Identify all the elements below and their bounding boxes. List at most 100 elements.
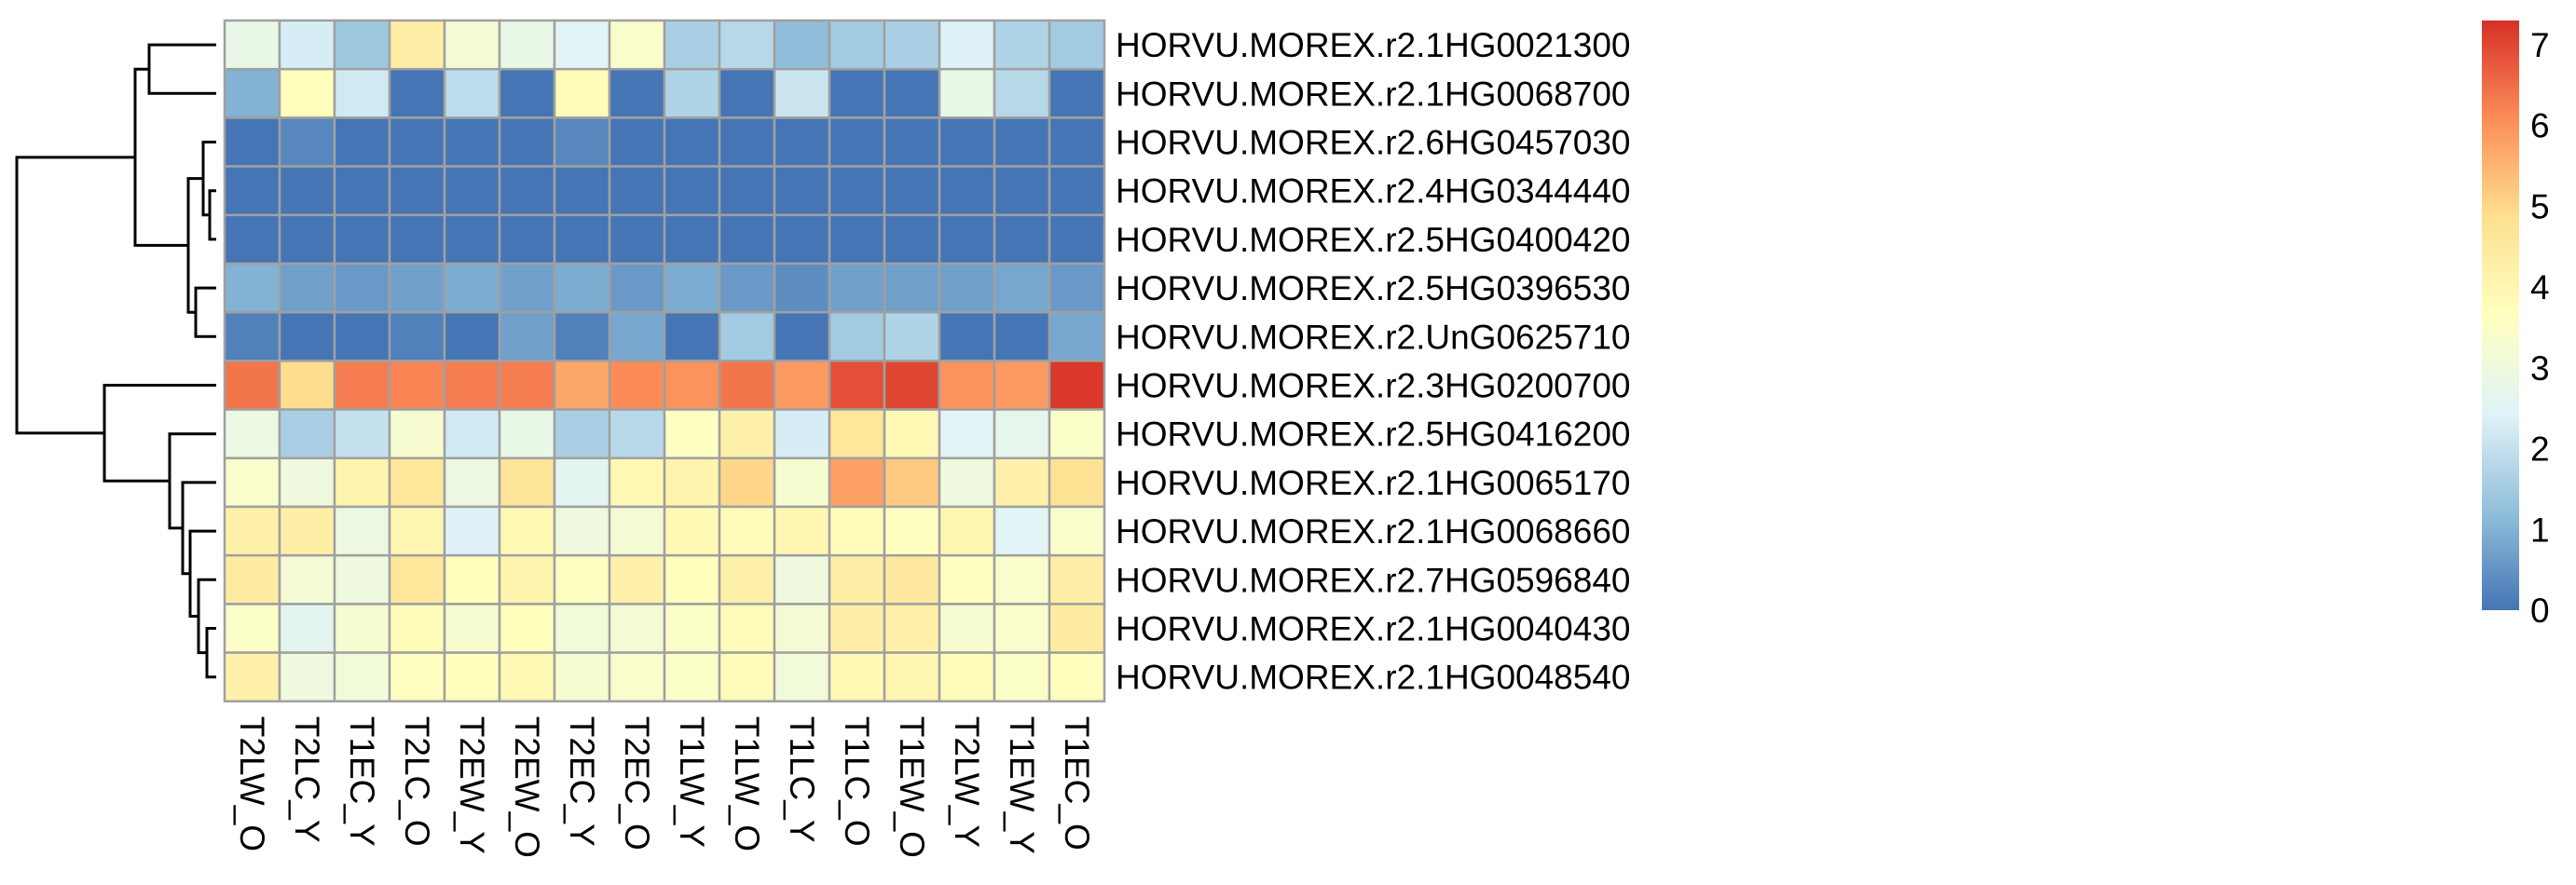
- heatmap-cell: [883, 262, 941, 314]
- heatmap-cell: [883, 408, 941, 460]
- heatmap-cell: [388, 456, 446, 509]
- heatmap-cell: [608, 553, 666, 606]
- heatmap-cell: [718, 456, 776, 509]
- heatmap-cell: [1048, 19, 1106, 71]
- heatmap-cell: [663, 19, 721, 71]
- heatmap-cell: [608, 651, 666, 703]
- heatmap-cell: [333, 651, 391, 703]
- heatmap-cell: [223, 456, 281, 509]
- heatmap-cell: [498, 603, 556, 654]
- heatmap-cell: [993, 505, 1051, 557]
- column-labels: T2LW_O T2LC_Y T1EC_Y T2LC_O T2EW_Y T2EW_O T2EC…: [233, 716, 1096, 858]
- heatmap-cell: [1048, 67, 1106, 119]
- heatmap-cell: [773, 19, 831, 71]
- column-label: T2EC_O: [618, 716, 656, 851]
- heatmap-cell: [1048, 262, 1106, 314]
- heatmap-cell: [773, 360, 831, 411]
- heatmap-cell: [223, 553, 281, 606]
- heatmap-cell: [278, 553, 336, 606]
- row-label: HORVU.MOREX.r2.5HG0396530: [1116, 269, 1631, 307]
- column-label: T1EC_Y: [343, 716, 381, 847]
- heatmap-cell: [498, 456, 556, 509]
- heatmap-cell: [1048, 116, 1106, 168]
- heatmap-cell: [993, 262, 1051, 314]
- heatmap-cell: [883, 165, 941, 217]
- heatmap-cell: [773, 408, 831, 460]
- heatmap-cell: [663, 603, 721, 654]
- heatmap-cell: [388, 262, 446, 314]
- heatmap-cell: [938, 408, 996, 460]
- heatmap-cell: [553, 408, 611, 460]
- heatmap-cell: [1048, 310, 1106, 362]
- heatmap-cell: [883, 116, 941, 168]
- heatmap-cell: [553, 651, 611, 703]
- heatmap-cell: [333, 310, 391, 362]
- column-label: T2LC_O: [398, 716, 436, 847]
- heatmap-cell: [608, 19, 666, 71]
- heatmap-cell: [278, 603, 336, 654]
- heatmap-cell: [828, 165, 886, 217]
- heatmap-cell: [333, 360, 391, 411]
- heatmap-cell: [938, 116, 996, 168]
- heatmap-cell: [938, 651, 996, 703]
- heatmap-cell: [498, 408, 556, 460]
- heatmap-cell: [388, 360, 446, 411]
- row-label: HORVU.MOREX.r2.5HG0416200: [1116, 415, 1631, 454]
- heatmap-cell: [223, 651, 281, 703]
- heatmap-cell: [498, 67, 556, 119]
- row-label: HORVU.MOREX.r2.1HG0021300: [1116, 26, 1631, 64]
- heatmap-cell: [993, 213, 1051, 266]
- heatmap-cell: [938, 165, 996, 217]
- column-label: T2LW_O: [233, 716, 271, 851]
- column-label: T2LC_Y: [288, 716, 326, 843]
- heatmap-cell: [333, 456, 391, 509]
- heatmap-cell: [608, 165, 666, 217]
- heatmap-cell: [1048, 165, 1106, 217]
- heatmap-cell: [388, 116, 446, 168]
- row-label: HORVU.MOREX.r2.4HG0344440: [1116, 172, 1631, 211]
- heatmap-cell: [993, 360, 1051, 411]
- row-labels: HORVU.MOREX.r2.1HG0021300 HORVU.MOREX.r2.…: [1116, 26, 1631, 697]
- heatmap-cell: [498, 213, 556, 266]
- row-dendrogram: [15, 43, 216, 679]
- column-label: T1LC_Y: [783, 716, 821, 843]
- legend-tick-label: 6: [2530, 107, 2550, 145]
- heatmap-cell: [938, 360, 996, 411]
- heatmap-cell: [938, 262, 996, 314]
- heatmap-cell: [223, 165, 281, 217]
- heatmap-cell: [718, 67, 776, 119]
- heatmap-cell: [498, 553, 556, 606]
- heatmap-cell: [1048, 408, 1106, 460]
- column-label: T1EW_Y: [1003, 716, 1041, 854]
- heatmap-cell: [663, 67, 721, 119]
- heatmap-cell: [718, 165, 776, 217]
- heatmap-cell: [443, 165, 501, 217]
- heatmap-cell: [883, 456, 941, 509]
- heatmap-cell: [443, 408, 501, 460]
- row-label: HORVU.MOREX.r2.UnG0625710: [1116, 318, 1631, 356]
- dendrogram-branch: [147, 43, 216, 95]
- heatmap-cell: [718, 505, 776, 557]
- dendrogram-branch: [205, 627, 216, 679]
- heatmap-cell: [223, 360, 281, 411]
- heatmap-cell: [663, 213, 721, 266]
- heatmap-cell: [883, 553, 941, 606]
- column-label: T1LC_O: [838, 716, 876, 847]
- heatmap-cell: [828, 651, 886, 703]
- heatmap-cell: [223, 67, 281, 119]
- heatmap-cell: [883, 651, 941, 703]
- heatmap-cell: [443, 67, 501, 119]
- heatmap-cell: [883, 310, 941, 362]
- heatmap-cell: [773, 505, 831, 557]
- heatmap-cell: [993, 310, 1051, 362]
- heatmap-cell: [333, 553, 391, 606]
- heatmap-cell: [333, 603, 391, 654]
- legend-color-bar: [2482, 20, 2519, 610]
- heatmap-cell: [388, 310, 446, 362]
- row-label: HORVU.MOREX.r2.1HG0040430: [1116, 610, 1631, 648]
- heatmap-cell: [388, 651, 446, 703]
- heatmap-cell: [828, 310, 886, 362]
- heatmap-cell: [278, 310, 336, 362]
- heatmap-cell: [828, 67, 886, 119]
